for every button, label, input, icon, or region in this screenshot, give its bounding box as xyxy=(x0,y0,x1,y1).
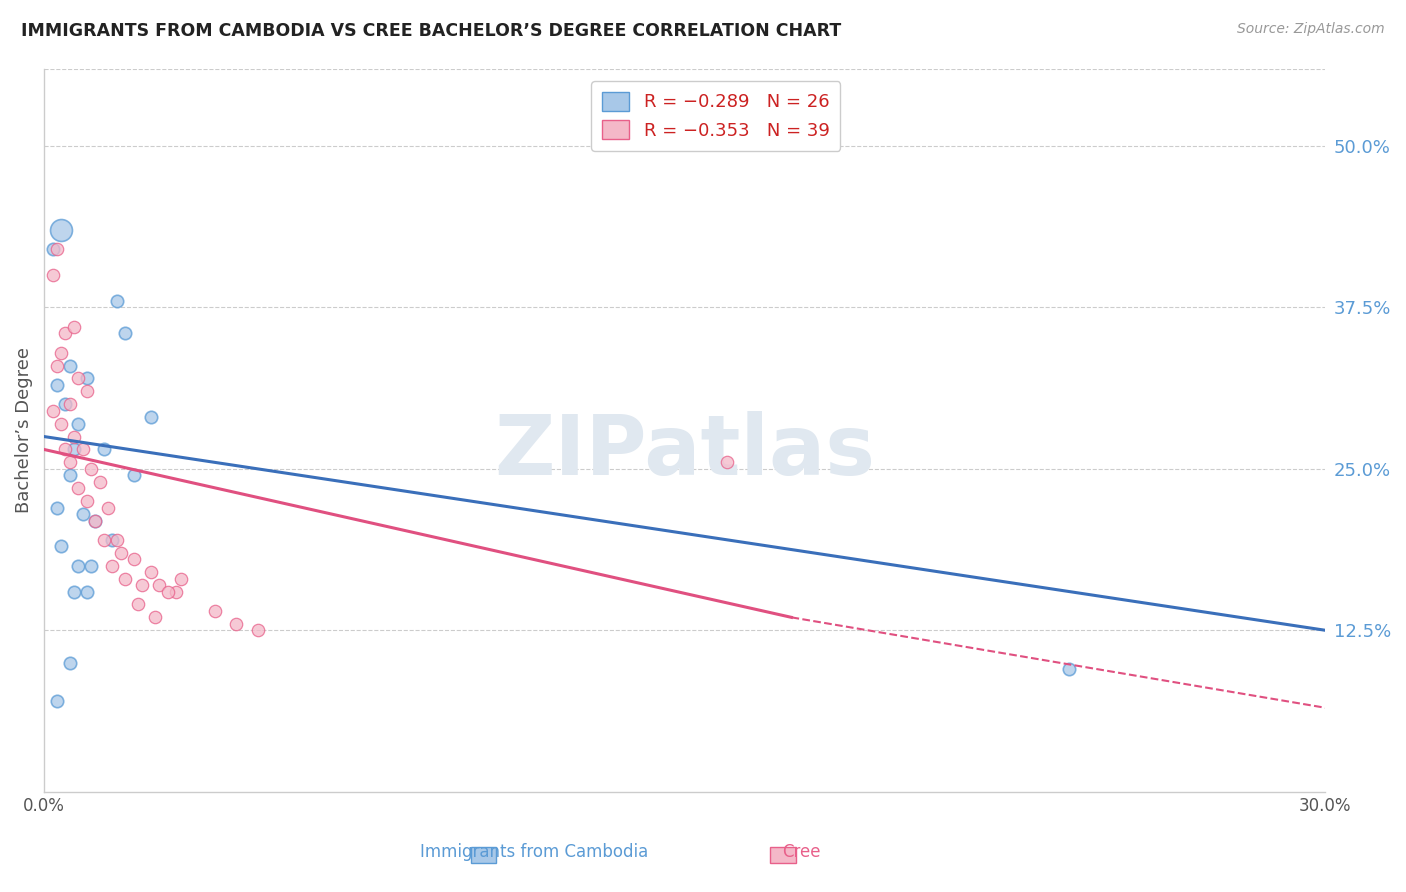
Point xyxy=(76,384,98,399)
Point xyxy=(114,326,136,341)
Text: Immigrants from Cambodia: Immigrants from Cambodia xyxy=(420,843,648,861)
Point xyxy=(80,558,103,573)
Point xyxy=(127,598,149,612)
Point xyxy=(170,572,193,586)
Point xyxy=(105,533,128,547)
Point xyxy=(101,558,124,573)
Point xyxy=(59,359,82,373)
Point xyxy=(1057,662,1080,676)
Point xyxy=(139,565,162,579)
Point xyxy=(51,417,73,431)
Point xyxy=(105,293,128,308)
Point xyxy=(89,475,111,489)
Point xyxy=(41,403,63,417)
Point xyxy=(80,462,103,476)
Point xyxy=(110,546,132,560)
Text: Cree: Cree xyxy=(782,843,821,861)
Point xyxy=(41,268,63,282)
Text: ZIPatlas: ZIPatlas xyxy=(494,411,875,492)
Point xyxy=(51,539,73,553)
Point xyxy=(76,584,98,599)
Point xyxy=(63,429,86,443)
Point xyxy=(51,223,73,237)
Y-axis label: Bachelor’s Degree: Bachelor’s Degree xyxy=(15,347,32,513)
Point xyxy=(63,442,86,457)
Point xyxy=(59,455,82,469)
Point xyxy=(63,319,86,334)
Point xyxy=(67,558,90,573)
Point xyxy=(41,243,63,257)
Point xyxy=(67,481,90,495)
Point xyxy=(76,371,98,385)
Point xyxy=(716,455,738,469)
Point xyxy=(139,410,162,425)
Point xyxy=(204,604,226,618)
Point xyxy=(67,371,90,385)
Point xyxy=(59,397,82,411)
Point xyxy=(72,507,94,521)
Point xyxy=(131,578,153,592)
Point xyxy=(63,584,86,599)
Point xyxy=(93,533,115,547)
Point xyxy=(148,578,170,592)
Point xyxy=(67,417,90,431)
Point xyxy=(45,694,67,708)
Point xyxy=(122,552,145,566)
Point xyxy=(59,468,82,483)
Point xyxy=(156,584,179,599)
Point xyxy=(93,442,115,457)
Point xyxy=(55,397,77,411)
Text: IMMIGRANTS FROM CAMBODIA VS CREE BACHELOR’S DEGREE CORRELATION CHART: IMMIGRANTS FROM CAMBODIA VS CREE BACHELO… xyxy=(21,22,841,40)
Point xyxy=(45,378,67,392)
Point xyxy=(122,468,145,483)
Point xyxy=(114,572,136,586)
Point xyxy=(45,359,67,373)
Point xyxy=(76,494,98,508)
Point xyxy=(97,500,120,515)
Point xyxy=(55,326,77,341)
Point xyxy=(225,616,247,631)
Point xyxy=(246,624,269,638)
Point xyxy=(143,610,166,624)
Point xyxy=(45,500,67,515)
Point xyxy=(84,514,107,528)
Point xyxy=(51,345,73,359)
Point xyxy=(59,656,82,670)
Point xyxy=(166,584,188,599)
Point xyxy=(72,442,94,457)
Point xyxy=(84,514,107,528)
Point xyxy=(45,243,67,257)
Legend: R = −0.289   N = 26, R = −0.353   N = 39: R = −0.289 N = 26, R = −0.353 N = 39 xyxy=(592,81,841,151)
Point xyxy=(55,442,77,457)
Text: Source: ZipAtlas.com: Source: ZipAtlas.com xyxy=(1237,22,1385,37)
Point xyxy=(101,533,124,547)
